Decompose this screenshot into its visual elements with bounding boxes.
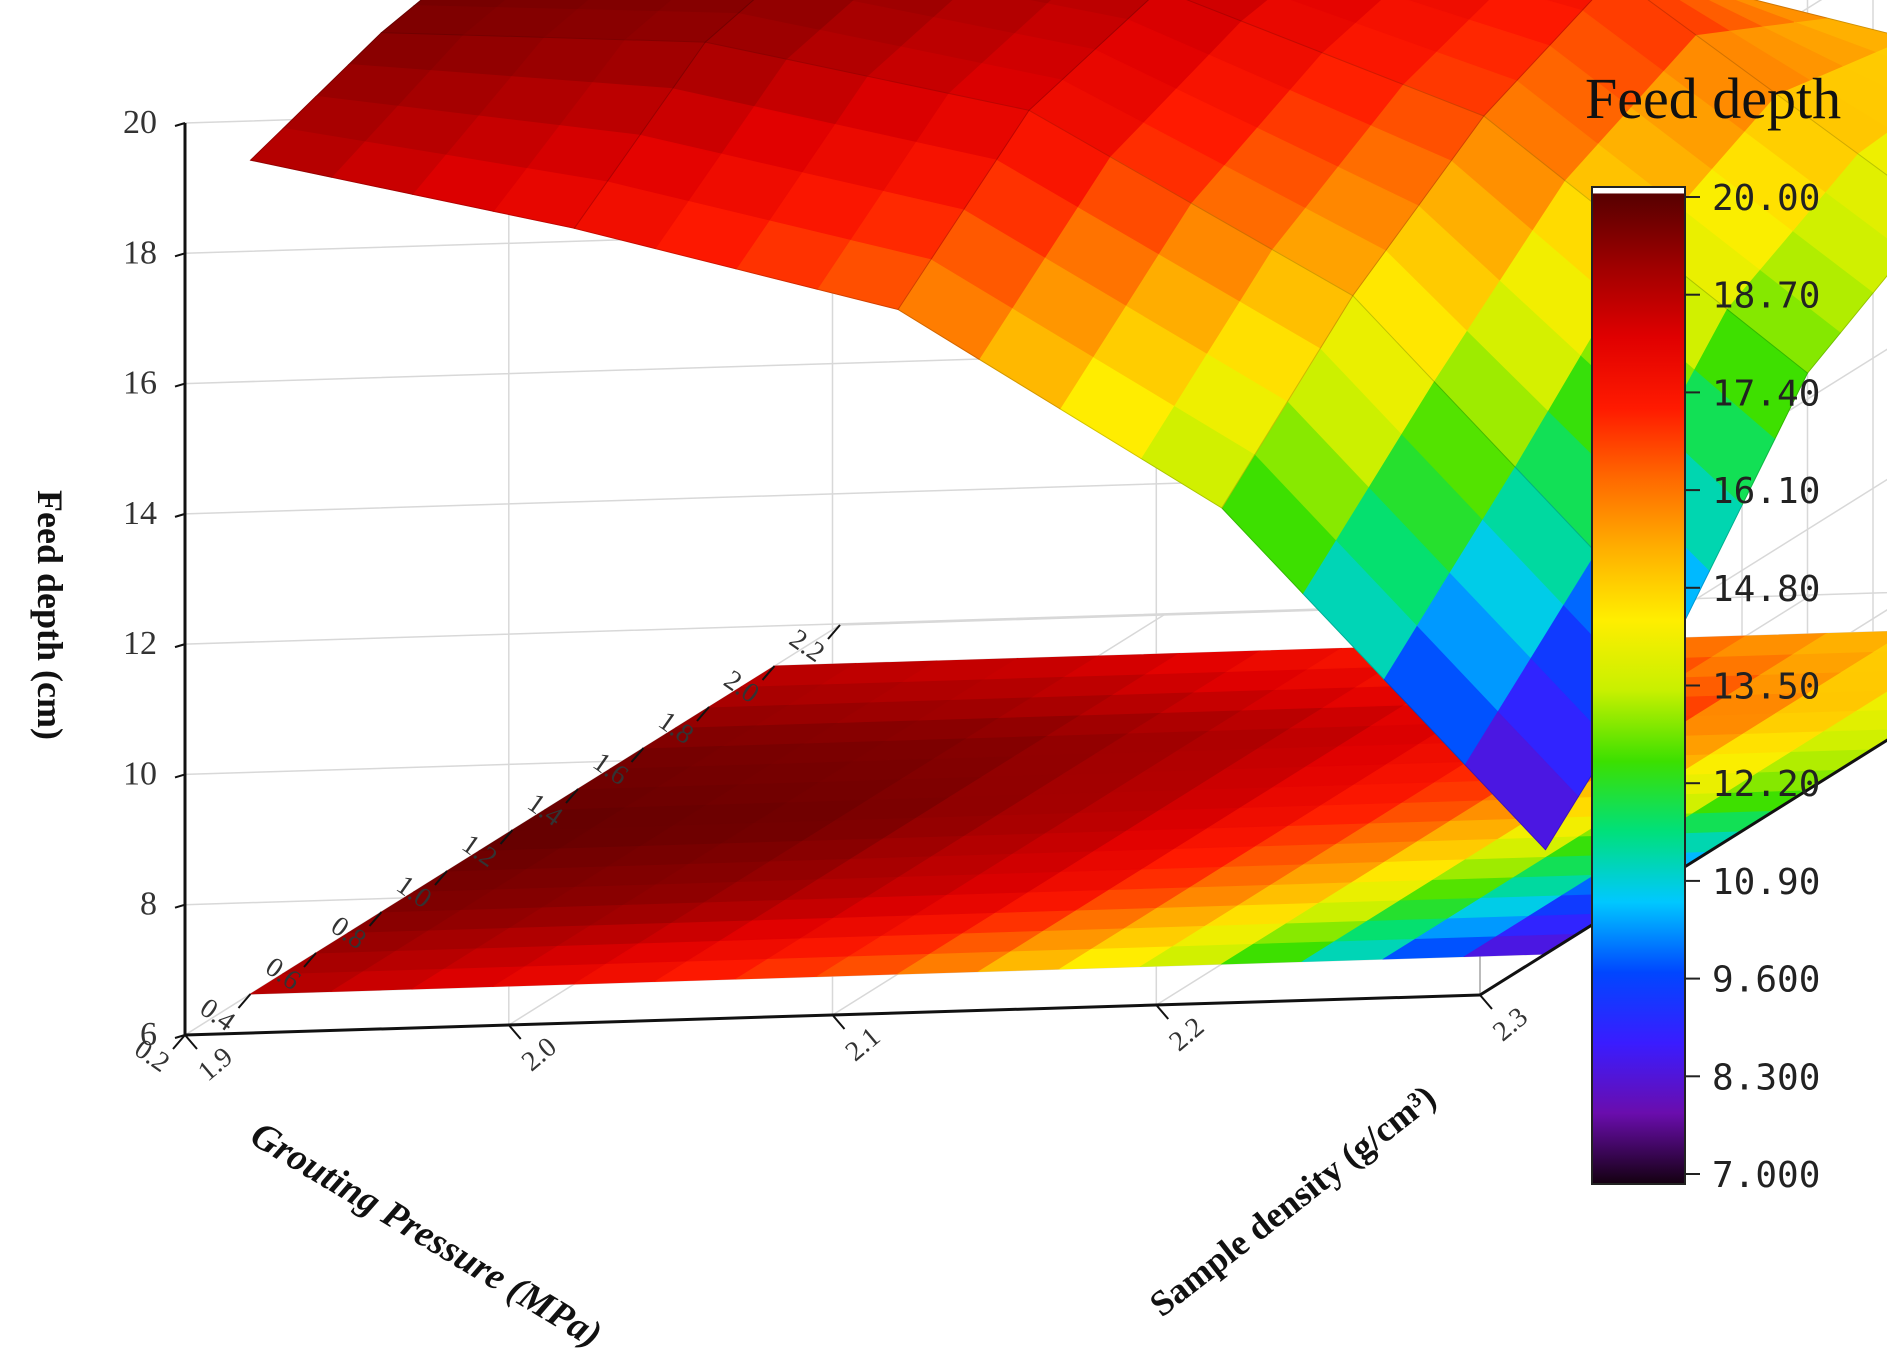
x-tick-mark bbox=[827, 624, 841, 640]
surface-cell bbox=[1873, 46, 1887, 58]
y-tick-mark bbox=[1479, 994, 1493, 1010]
colorbar-tick-label: 7.000 bbox=[1712, 1155, 1820, 1196]
colorbar: Feed depth 20.00 18.70 17.40 16.10 14.80 13.5… bbox=[1585, 66, 1841, 1196]
surface-meshline bbox=[1753, 0, 1887, 34]
y-tick-label: 2.3 bbox=[1487, 1001, 1534, 1047]
y-axis-title: Sample density (g/cm³) bbox=[1142, 1077, 1443, 1324]
floor-contour-projection bbox=[249, 631, 1887, 995]
surface-meshline bbox=[381, 32, 1677, 638]
z-tick-mark bbox=[174, 773, 186, 779]
z-tick-label: 12 bbox=[123, 625, 157, 662]
z-tick-label: 8 bbox=[140, 886, 157, 923]
surface-plot bbox=[249, 0, 1887, 851]
surface-meshline bbox=[573, 0, 755, 229]
surface-meshline bbox=[1647, 0, 1887, 176]
z-tick-label: 10 bbox=[123, 755, 157, 792]
z-tick-label: 18 bbox=[123, 234, 157, 271]
x-tick-mark bbox=[434, 870, 448, 886]
colorbar-tick-label: 9.600 bbox=[1712, 960, 1820, 1001]
y-tick-mark bbox=[184, 1034, 198, 1050]
floor-cell bbox=[1856, 691, 1887, 711]
surface-meshline bbox=[250, 159, 1546, 851]
y-tick-label: 2.2 bbox=[1163, 1011, 1210, 1057]
x-tick-mark bbox=[172, 1034, 186, 1050]
colorbar-tick-label: 20.00 bbox=[1712, 178, 1820, 219]
x-tick-mark bbox=[499, 829, 514, 845]
z-tick-mark bbox=[174, 122, 186, 127]
surface-meshline bbox=[897, 0, 1150, 310]
y-tick-mark bbox=[507, 1024, 522, 1040]
y-tick-mark bbox=[831, 1014, 846, 1030]
colorbar-tick-label: 12.20 bbox=[1712, 764, 1820, 805]
surface-cell bbox=[249, 127, 366, 178]
colorbar-bar bbox=[1591, 186, 1686, 1185]
x-axis-title: Grouting Pressure (MPa) bbox=[243, 1113, 608, 1356]
floor-cell bbox=[1790, 728, 1887, 752]
colorbar-tick-label: 17.40 bbox=[1712, 373, 1820, 414]
x-tick-mark bbox=[565, 788, 579, 804]
colorbar-tick-label: 14.80 bbox=[1712, 569, 1820, 610]
surface-meshline bbox=[1221, 0, 1593, 509]
x-tick-mark bbox=[303, 952, 317, 968]
colorbar-tick-label: 18.70 bbox=[1712, 276, 1820, 317]
y-tick-label: 2.1 bbox=[840, 1021, 887, 1067]
surface-meshline bbox=[250, 0, 422, 161]
z-tick-label: 16 bbox=[123, 365, 157, 402]
x-tick-mark bbox=[630, 747, 645, 763]
colorbar-tick-label: 10.90 bbox=[1712, 862, 1820, 903]
y-tick-label: 1.9 bbox=[192, 1041, 239, 1087]
z-tick-mark bbox=[174, 252, 186, 258]
colorbar-title: Feed depth bbox=[1585, 66, 1841, 131]
colorbar-tick-label: 13.50 bbox=[1712, 667, 1820, 708]
colorbar-ticks: 20.00 18.70 17.40 16.10 14.80 13.50 12.20 10.90… bbox=[1685, 178, 1820, 1196]
colorbar-tick-label: 8.300 bbox=[1712, 1057, 1820, 1098]
floor-cell bbox=[1823, 709, 1887, 732]
y-tick-mark bbox=[1155, 1004, 1170, 1020]
floor-cell bbox=[1840, 650, 1887, 673]
z-tick-label: 6 bbox=[140, 1016, 157, 1053]
floor-cell bbox=[1792, 631, 1887, 655]
z-tick-mark bbox=[174, 903, 186, 909]
z-axis-title: Feed depth (cm) bbox=[30, 490, 70, 740]
x-tick-label: 0.2 bbox=[129, 1033, 175, 1078]
z-tick-mark bbox=[174, 382, 186, 388]
x-tick-mark bbox=[761, 665, 776, 681]
x-tick-mark bbox=[237, 993, 252, 1009]
floor-cell bbox=[1873, 643, 1887, 652]
floor-cell bbox=[1775, 689, 1887, 714]
z-tick-label: 20 bbox=[123, 104, 157, 141]
z-tick-label: 14 bbox=[123, 495, 157, 532]
z-tick-mark bbox=[174, 512, 186, 518]
floor-cell bbox=[1807, 670, 1887, 693]
x-gridline bbox=[839, 591, 1887, 626]
z-tick-mark bbox=[174, 643, 186, 649]
x-tick-mark bbox=[696, 706, 710, 722]
colorbar-tick-label: 16.10 bbox=[1712, 471, 1820, 512]
y-axis-line bbox=[1479, 738, 1887, 997]
y-tick-label: 2.0 bbox=[516, 1031, 563, 1077]
x-tick-mark bbox=[368, 911, 383, 927]
